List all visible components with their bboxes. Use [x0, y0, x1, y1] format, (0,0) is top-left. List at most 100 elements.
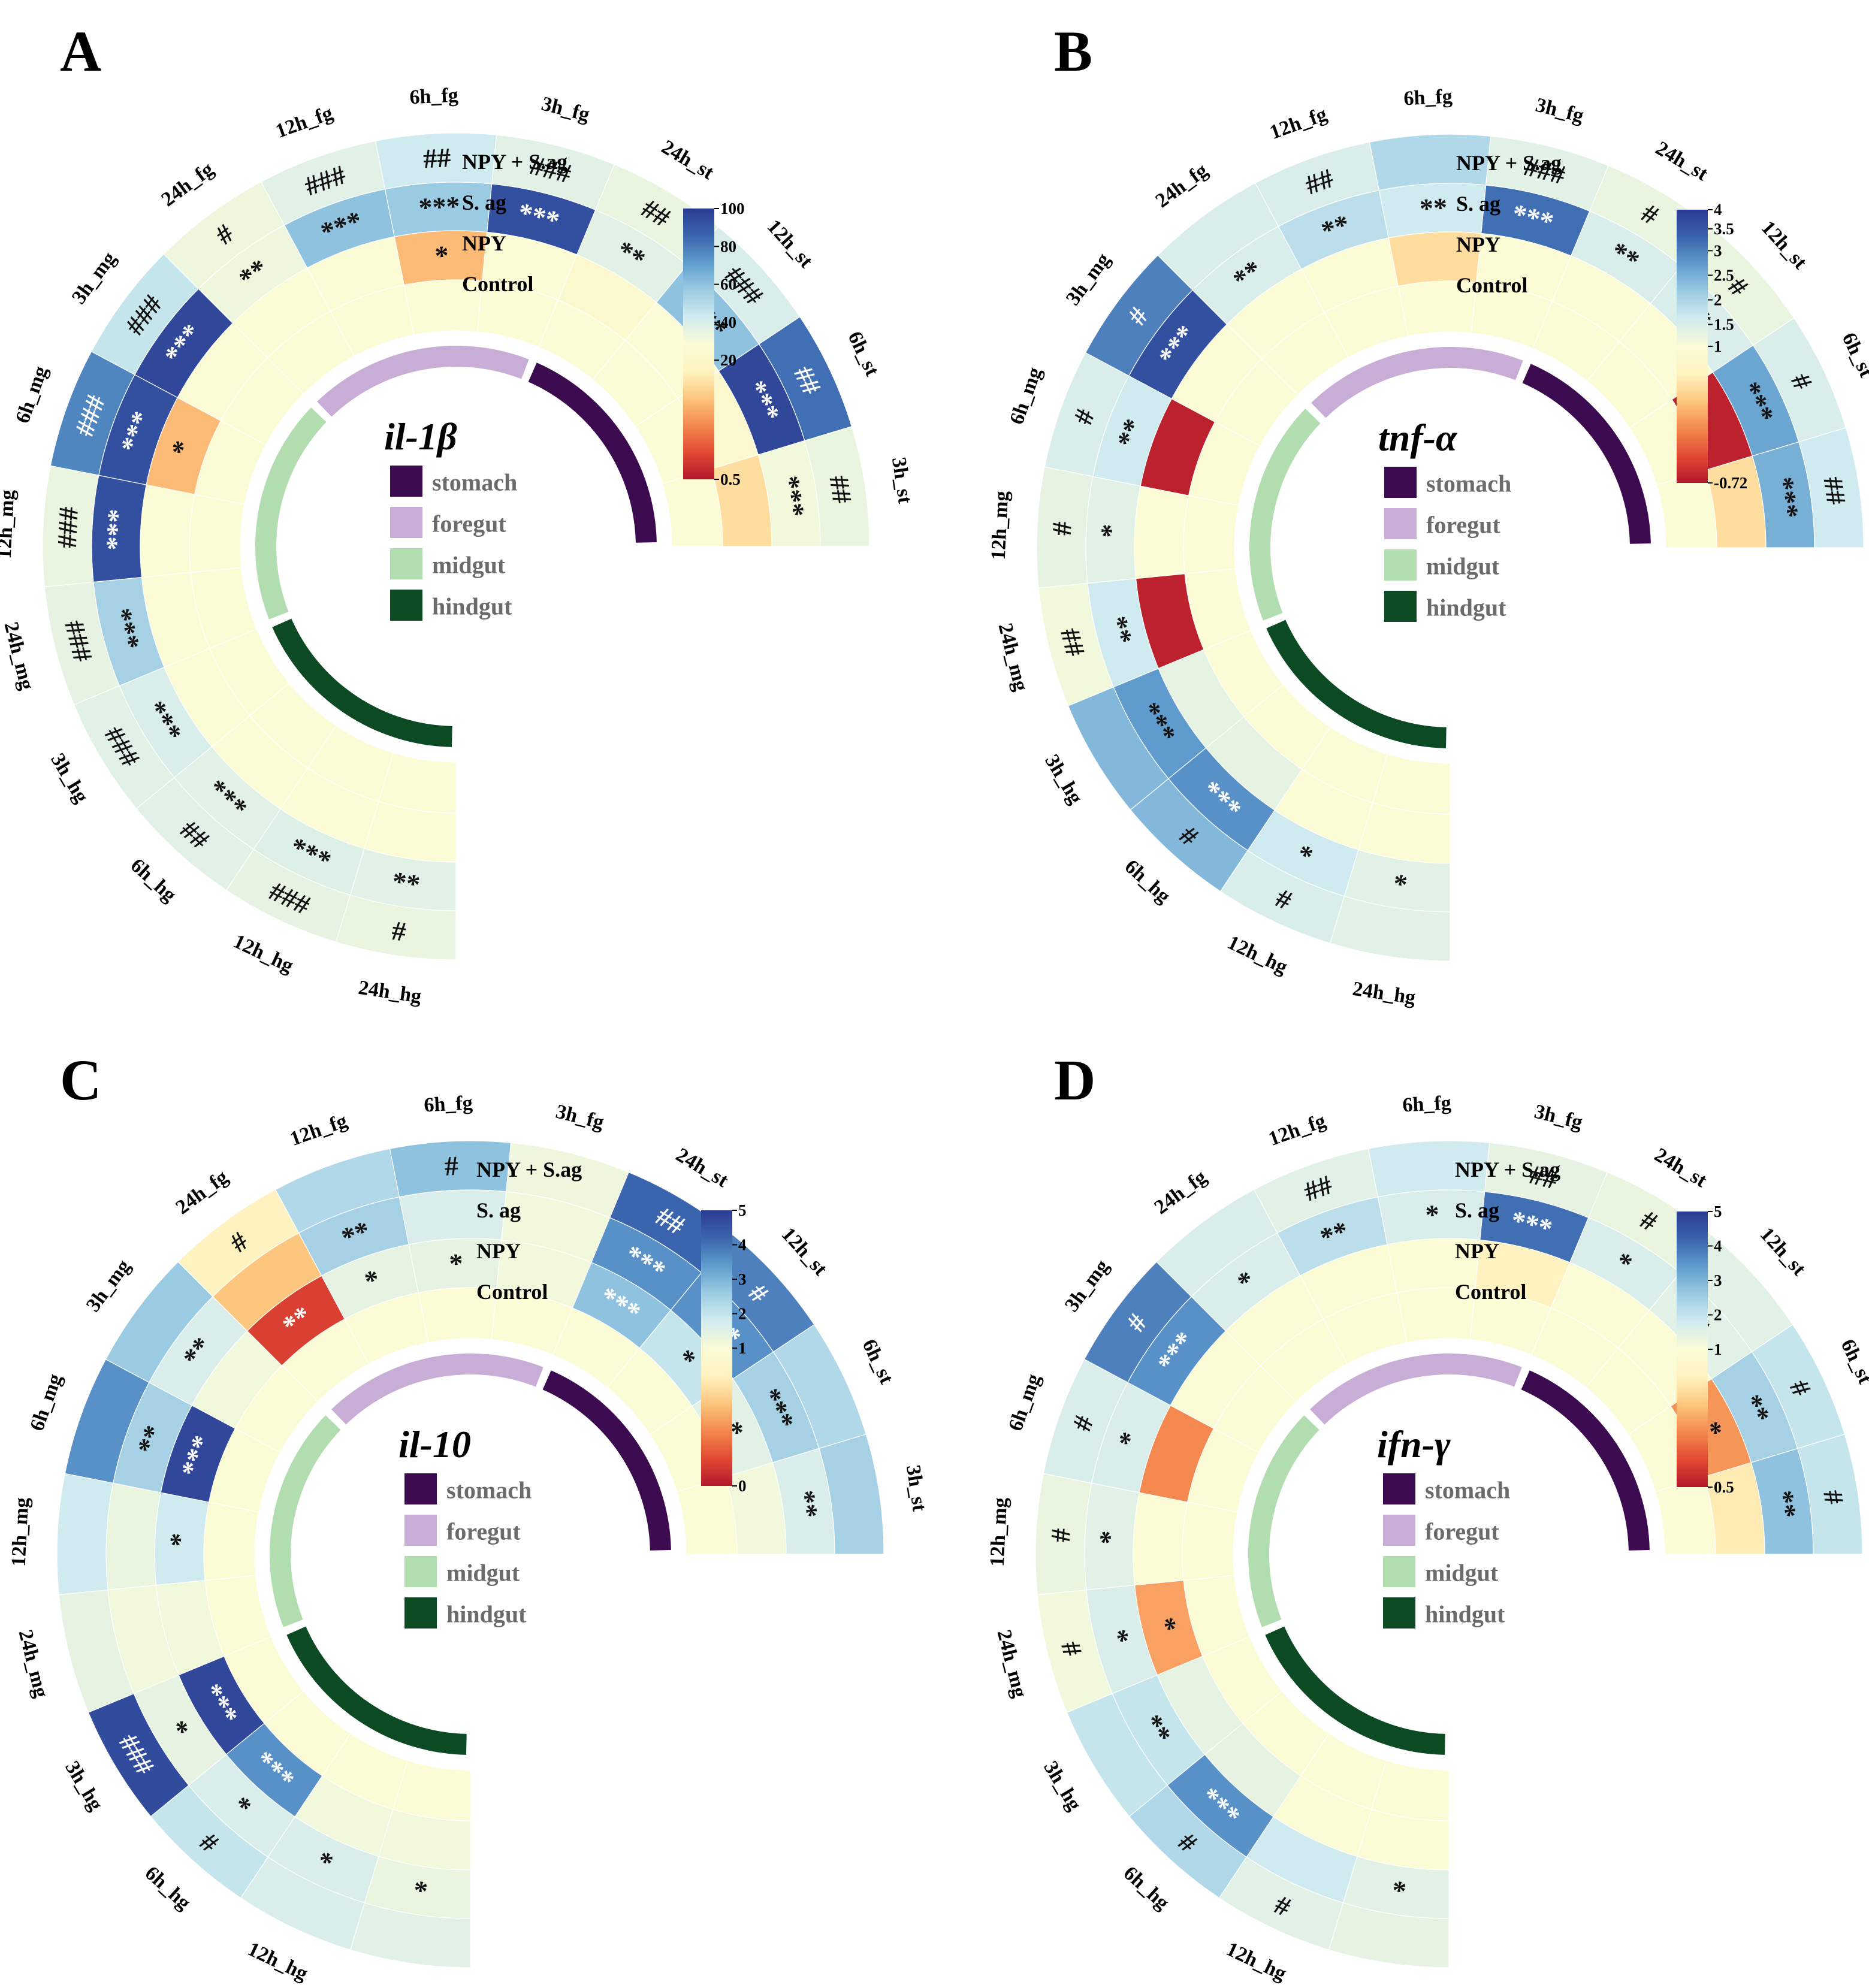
significance-label: **	[1768, 1488, 1802, 1520]
legend-label-foregut: foregut	[446, 1518, 521, 1545]
heat-cell	[1085, 255, 1193, 377]
timepoint-label: 3h_st	[902, 1464, 931, 1513]
heat-cell	[1128, 1784, 1248, 1899]
legend-label-hindgut: hindgut	[446, 1601, 527, 1628]
timepoint-label: 24h_fg	[158, 158, 218, 211]
heat-cell	[90, 253, 199, 376]
ring-label: NPY	[462, 231, 506, 255]
tissue-arc-stomach	[1522, 364, 1651, 544]
heat-cell	[240, 1856, 366, 1951]
timepoint-label: 24h_st	[658, 136, 718, 185]
colorbar-tick-label: 5	[738, 1201, 747, 1219]
legend-swatch-foregut	[1384, 508, 1417, 539]
legend-label-stomach: stomach	[1425, 1477, 1510, 1504]
timepoint-label: 24h_hg	[1350, 1984, 1416, 1988]
timepoint-label: 3h_fg	[1532, 1101, 1585, 1134]
timepoint-label: 6h_st	[1838, 330, 1869, 381]
heat-cell	[58, 1589, 135, 1713]
heat-cell	[1485, 135, 1609, 212]
ring-label: NPY + S.ag	[462, 150, 567, 174]
significance-label: *	[1095, 523, 1126, 538]
colorbar-tick-label: 20	[720, 351, 736, 369]
tissue-arc-hindgut	[1265, 1626, 1445, 1755]
heat-cell	[1329, 896, 1451, 962]
colorbar-tick-label: 4	[738, 1236, 747, 1254]
timepoint-label: 6h_st	[844, 328, 884, 380]
colorbar-tick-label: 4	[1714, 201, 1722, 219]
timepoint-label: 24h_fg	[1152, 159, 1212, 212]
panel-D: D***************************############…	[986, 1048, 1869, 1988]
timepoint-label: 12h_fg	[273, 102, 336, 143]
timepoint-label: 3h_fg	[1533, 94, 1586, 128]
timepoint-label: 6h_fg	[1402, 1092, 1452, 1116]
timepoint-label: 3h_mg	[68, 248, 120, 309]
tissue-arc-foregut	[317, 345, 529, 417]
legend-swatch-foregut	[1383, 1515, 1415, 1546]
significance-label: ***	[1768, 475, 1805, 521]
heat-cell	[1254, 141, 1380, 227]
timepoint-label: 12h_st	[763, 216, 817, 273]
tissue-arc-midgut	[269, 1415, 341, 1627]
heat-cell	[1253, 1148, 1379, 1234]
colorbar	[683, 209, 714, 479]
colorbar-tick-label: 4	[1714, 1237, 1722, 1255]
timepoint-label: 12h_fg	[1266, 1110, 1328, 1150]
timepoint-label: 6h_hg	[1119, 1862, 1174, 1914]
legend-swatch-midgut	[390, 548, 422, 579]
colorbar-tick-label: 1	[1714, 337, 1722, 355]
colorbar-tick-label: 5	[1714, 1203, 1722, 1220]
heat-cell	[1035, 1473, 1092, 1596]
heat-cell	[491, 134, 615, 211]
heat-cell	[1036, 466, 1094, 589]
heat-cell	[1157, 182, 1279, 291]
timepoint-label: 24h_mg	[14, 1627, 53, 1700]
significance-label: ##	[1817, 475, 1852, 506]
significance-label: *	[434, 240, 449, 271]
significance-label: #	[1045, 1527, 1076, 1542]
tissue-arc-foregut	[331, 1353, 544, 1425]
timepoint-label: 24h_mg	[994, 621, 1032, 693]
timepoint-label: 12h_hg	[230, 930, 297, 977]
heat-cell	[804, 425, 870, 547]
legend-label-hindgut: hindgut	[1425, 1601, 1505, 1628]
heat-cell	[140, 484, 195, 578]
timepoint-label: 3h_hg	[46, 750, 92, 806]
colorbar-tick-label: 100	[720, 200, 745, 217]
heat-cell	[819, 1433, 884, 1555]
panel-letter: B	[1054, 19, 1092, 83]
legend-swatch-midgut	[404, 1556, 437, 1587]
tissue-arc-stomach	[542, 1370, 671, 1551]
significance-label: *	[448, 1248, 463, 1279]
legend-label-stomach: stomach	[432, 469, 517, 496]
timepoint-label: 6h_fg	[1403, 85, 1453, 110]
legend-label-foregut: foregut	[432, 510, 506, 537]
legend-label-midgut: midgut	[432, 552, 506, 579]
timepoint-label: 12h_st	[1757, 217, 1811, 274]
heat-cell	[1044, 352, 1130, 478]
colorbar-tick-label: 3	[1714, 241, 1722, 259]
heat-cell	[1156, 1189, 1278, 1297]
heat-cell	[87, 1693, 189, 1817]
timepoint-label: 12h_fg	[287, 1110, 350, 1150]
timepoint-label: 24h_st	[1651, 1144, 1711, 1192]
timepoint-label: 12h_hg	[1224, 931, 1291, 978]
heat-cell	[1369, 134, 1491, 191]
heat-cell	[1798, 427, 1864, 548]
heat-cell	[1752, 317, 1847, 443]
timepoint-label: 3h_mg	[1061, 1256, 1113, 1316]
heat-cell	[1083, 1261, 1192, 1383]
timepoint-label: 6h_mg	[1004, 1371, 1045, 1434]
timepoint-label: 6h_hg	[1121, 856, 1175, 908]
tissue-arc-midgut	[1248, 1415, 1320, 1627]
heat-cell	[1183, 495, 1239, 575]
legend-label-hindgut: hindgut	[432, 593, 512, 620]
panel-C: C***************************************…	[8, 1048, 931, 1988]
heat-cell	[44, 581, 120, 705]
timepoint-label: 6h_hg	[141, 1862, 195, 1914]
ring-label: Control	[476, 1280, 548, 1304]
tissue-arc-hindgut	[272, 618, 452, 747]
ring-label: NPY	[476, 1239, 521, 1263]
significance-label: *	[1424, 1199, 1439, 1230]
ring-label: S. ag	[462, 191, 506, 214]
heat-cell	[56, 1473, 114, 1596]
